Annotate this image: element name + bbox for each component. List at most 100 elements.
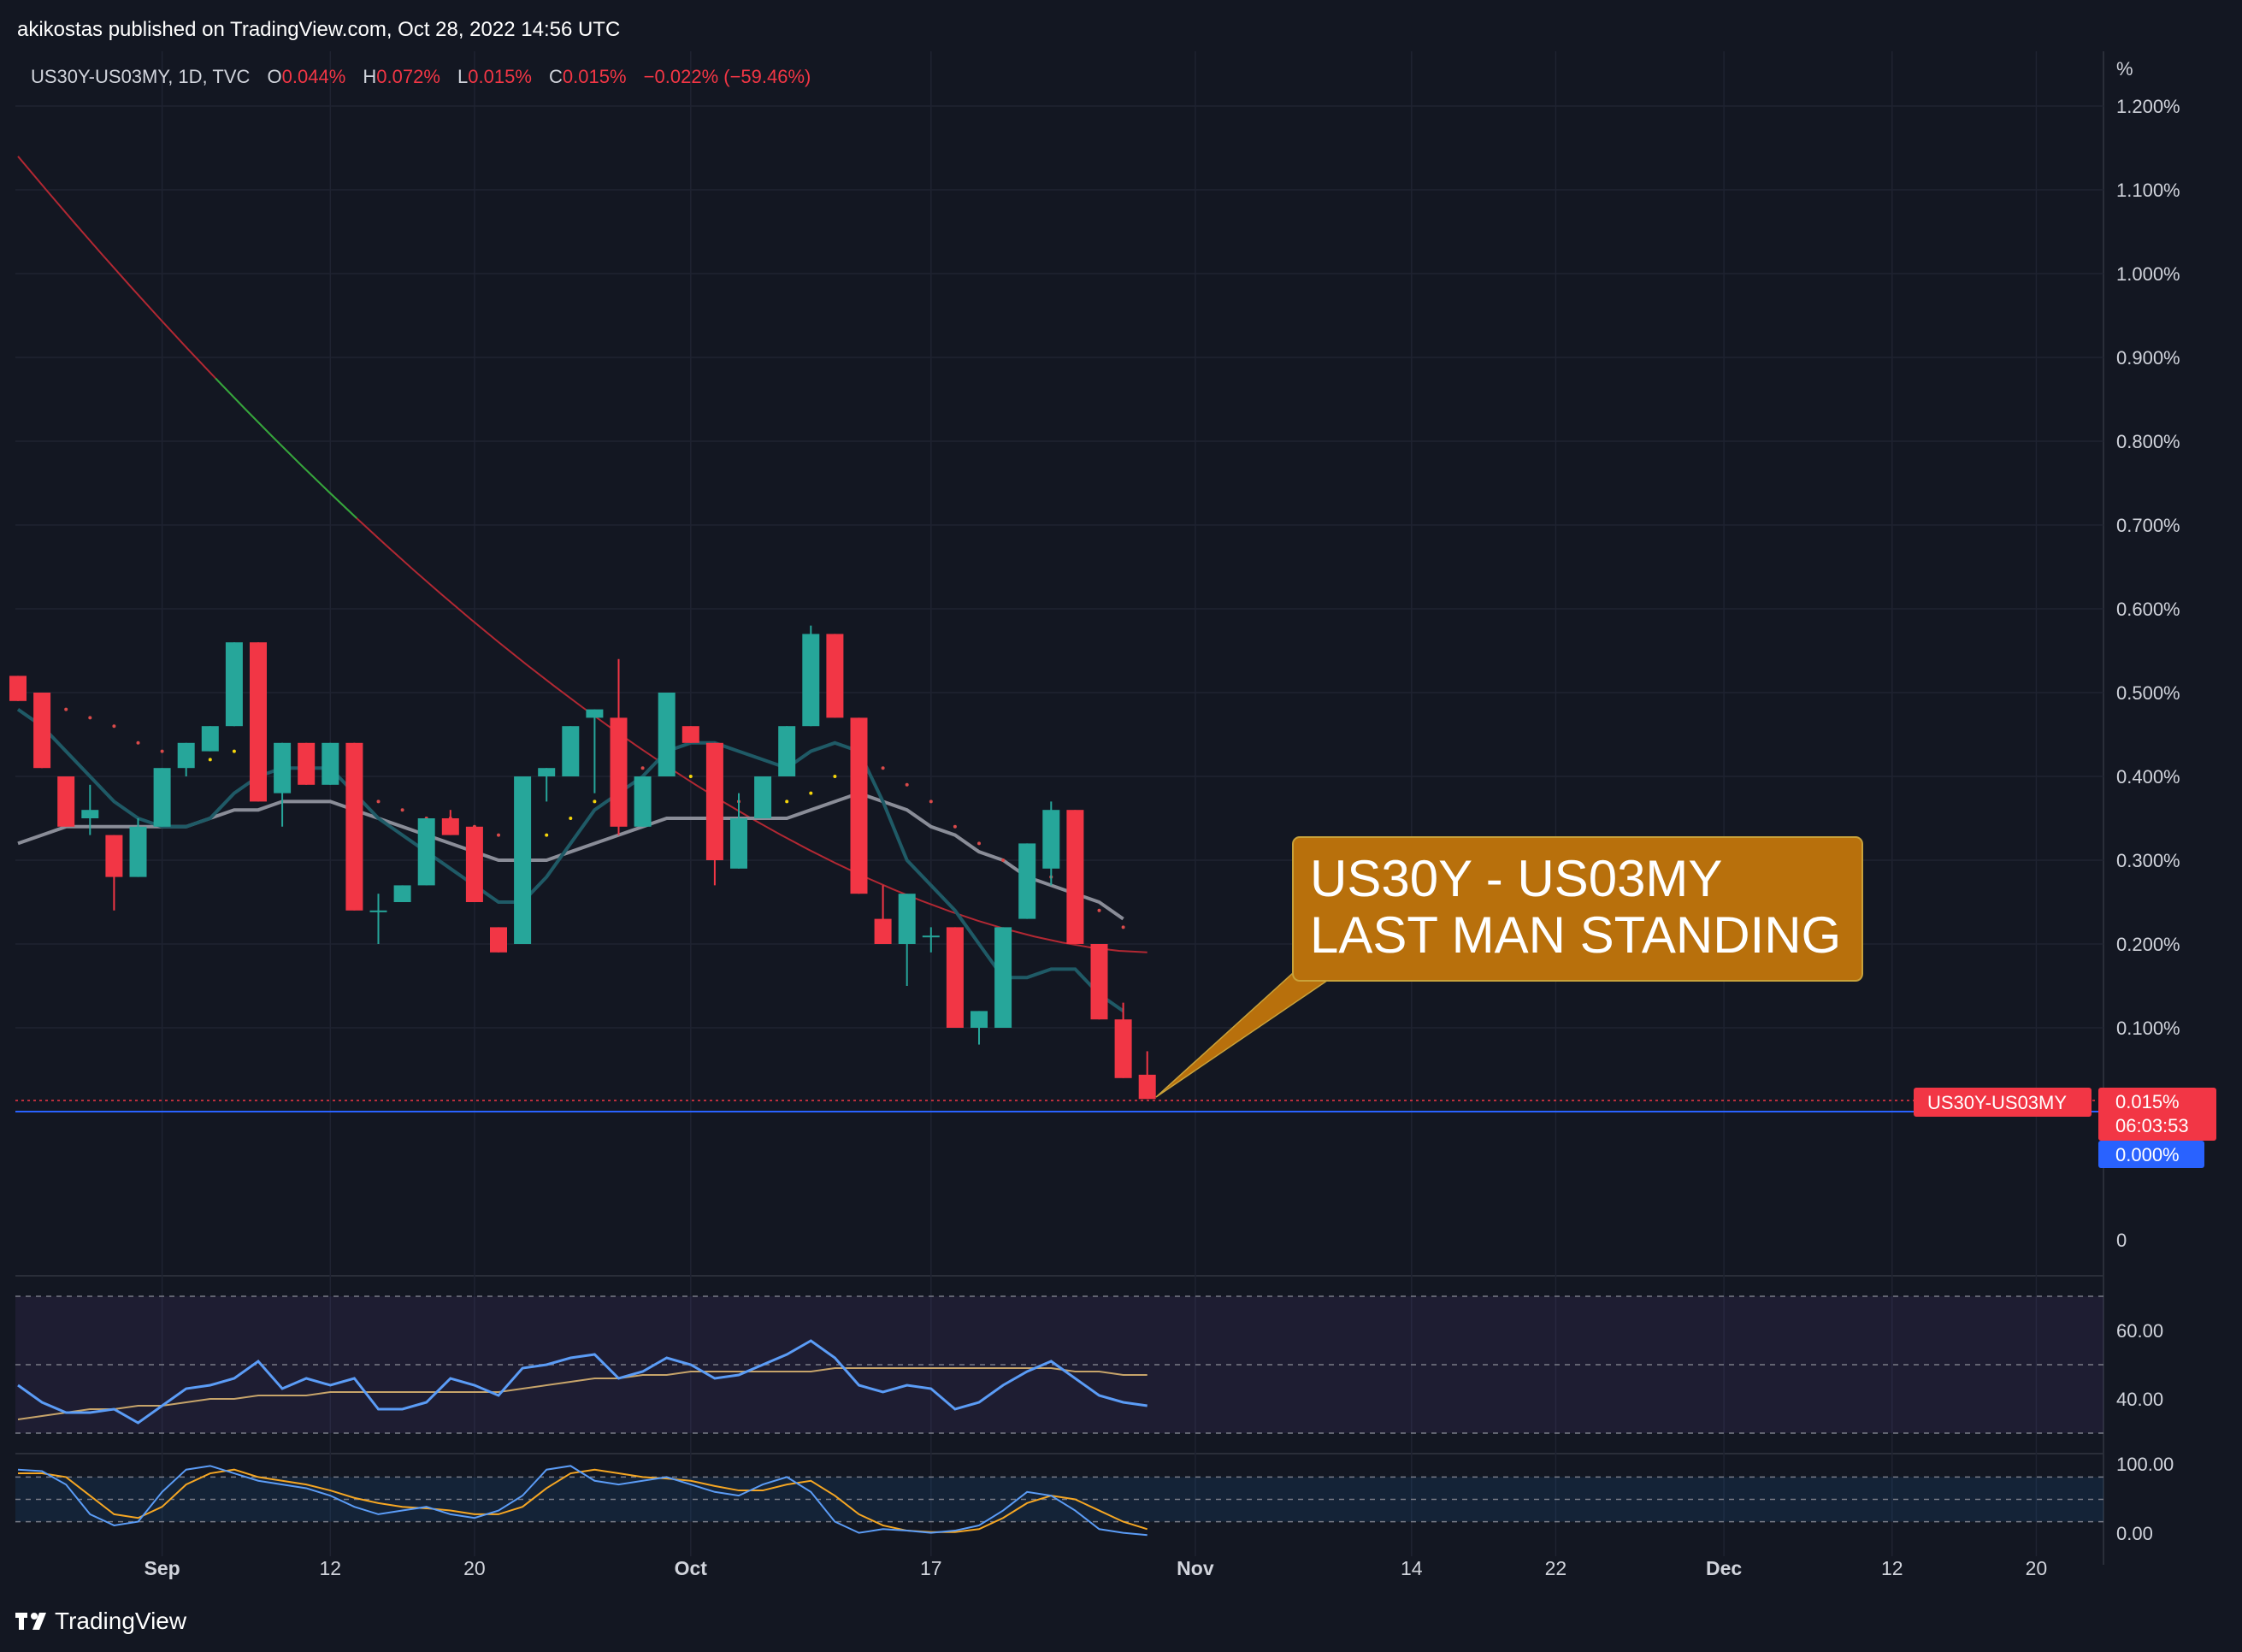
candle-body <box>345 742 363 911</box>
sar-dot <box>545 833 549 837</box>
candle[interactable] <box>225 642 243 727</box>
candle[interactable] <box>898 894 916 986</box>
candle[interactable] <box>874 885 892 944</box>
sar-dot <box>232 749 236 753</box>
price-tick-label: 0.200% <box>2116 934 2180 955</box>
candle[interactable] <box>274 742 292 827</box>
stochastic-pane[interactable] <box>15 1465 2103 1537</box>
sar-dot <box>1097 908 1101 912</box>
candle[interactable] <box>1138 1051 1156 1100</box>
candle[interactable] <box>705 742 723 886</box>
candle[interactable] <box>105 835 123 911</box>
candle[interactable] <box>345 742 363 911</box>
candle[interactable] <box>1066 810 1084 944</box>
candle[interactable] <box>250 642 267 802</box>
price-tick-label: 0.400% <box>2116 766 2180 788</box>
rsi-pane[interactable] <box>15 1295 2103 1434</box>
main-price-pane[interactable] <box>9 156 1156 1100</box>
candle[interactable] <box>393 885 411 902</box>
candle[interactable] <box>802 625 820 727</box>
sar-dot <box>112 724 116 729</box>
candle-body <box>826 634 844 718</box>
candle-body <box>250 642 267 802</box>
candle[interactable] <box>369 894 387 944</box>
candle[interactable] <box>562 726 580 776</box>
candle[interactable] <box>1114 1002 1132 1078</box>
rsi-ma-line <box>17 1367 1148 1420</box>
candle[interactable] <box>465 826 483 902</box>
time-tick-label: Oct <box>675 1557 708 1579</box>
sar-dot <box>929 799 933 804</box>
sar-dot <box>64 707 68 711</box>
candle[interactable] <box>946 927 964 1028</box>
candle-body <box>1090 944 1108 1020</box>
candle[interactable] <box>850 717 868 894</box>
candle[interactable] <box>754 776 772 818</box>
candle[interactable] <box>490 927 507 953</box>
candle-body <box>971 1011 988 1028</box>
sar-dot <box>881 766 885 770</box>
candle[interactable] <box>586 709 604 794</box>
price-axis[interactable]: 1.200% 1.100% 1.000% 0.900% 0.800% 0.700% 0.60… <box>2116 96 2180 1544</box>
candle[interactable] <box>298 742 316 785</box>
candle[interactable] <box>994 927 1012 1028</box>
time-tick-label: Nov <box>1177 1557 1214 1579</box>
sar-dot <box>208 758 212 762</box>
stoch-d-line <box>18 1468 1148 1533</box>
candle[interactable] <box>922 927 940 953</box>
ohlc-legend: US30Y-US03MY, 1D, TVC O0.044% H0.072% L0… <box>31 66 811 87</box>
candle[interactable] <box>129 818 147 877</box>
trend-line-green-segment <box>215 377 357 519</box>
candle-body <box>850 717 868 894</box>
sar-dot <box>1121 925 1125 929</box>
candle-body <box>754 776 772 818</box>
candle[interactable] <box>778 726 796 776</box>
publisher-line: akikostas published on TradingView.com, … <box>17 18 620 41</box>
candle[interactable] <box>730 793 747 869</box>
price-tick-label: 1.100% <box>2116 180 2180 201</box>
candle-body <box>129 826 147 877</box>
zero-price-tag: 0.000% <box>2098 1141 2204 1168</box>
candle[interactable] <box>322 742 339 785</box>
sar-dot <box>497 833 500 837</box>
candle[interactable] <box>1090 944 1108 1020</box>
bar-countdown: 06:03:53 <box>2115 1115 2189 1136</box>
candle-body <box>201 726 219 752</box>
candle[interactable] <box>681 726 699 743</box>
candle[interactable] <box>538 768 556 802</box>
candle[interactable] <box>33 693 51 769</box>
candle[interactable] <box>441 810 459 835</box>
candle[interactable] <box>610 658 628 835</box>
price-tick-label: 0.900% <box>2116 347 2180 369</box>
tradingview-logo[interactable]: TradingView <box>15 1608 187 1634</box>
time-axis[interactable]: Sep 12 20 Oct 17 Nov 14 22 Dec 12 20 <box>145 1557 2048 1579</box>
price-tick-label: 1.200% <box>2116 96 2180 117</box>
candle[interactable] <box>177 742 195 776</box>
price-tick-label: 0.100% <box>2116 1018 2180 1039</box>
candle[interactable] <box>826 634 844 718</box>
sar-dot <box>953 824 957 829</box>
candle[interactable] <box>658 693 676 776</box>
annotation-line-2: LAST MAN STANDING <box>1310 906 1841 964</box>
legend-o-value: 0.044% <box>282 66 346 87</box>
candle-body <box>81 810 99 818</box>
candle[interactable] <box>1042 801 1060 886</box>
candle[interactable] <box>153 768 171 827</box>
candle[interactable] <box>417 818 435 886</box>
candle-body <box>874 918 892 944</box>
candle[interactable] <box>9 676 27 701</box>
candle[interactable] <box>201 726 219 752</box>
candle-body <box>1066 810 1084 944</box>
candle[interactable] <box>1018 843 1036 919</box>
price-axis-unit: % <box>2116 58 2133 80</box>
candle[interactable] <box>57 776 75 827</box>
legend-change: −0.022% (−59.46%) <box>644 66 811 87</box>
candle[interactable] <box>971 1011 988 1045</box>
candle-body <box>705 742 723 860</box>
candle[interactable] <box>81 784 99 835</box>
candle[interactable] <box>634 776 652 827</box>
candle[interactable] <box>514 776 532 944</box>
annotation-callout[interactable]: US30Y - US03MY LAST MAN STANDING <box>1155 836 1863 1098</box>
